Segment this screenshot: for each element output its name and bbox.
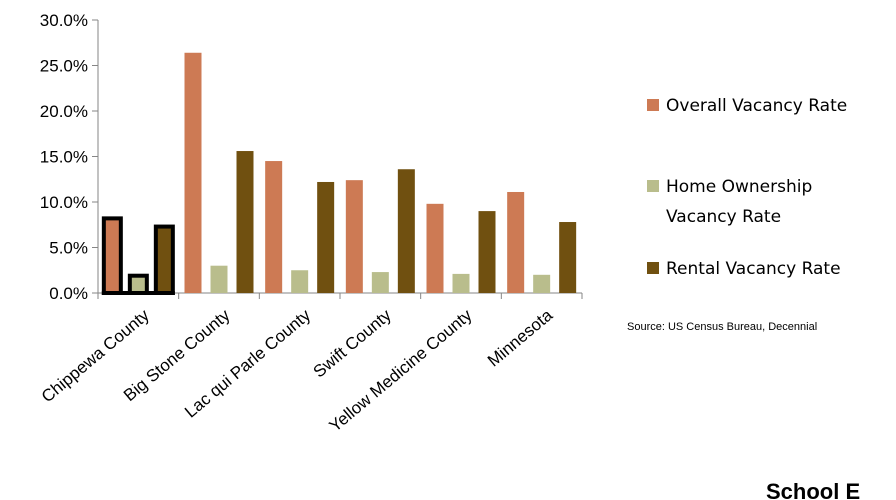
y-axis-ticks: 0.0% 5.0% 10.0% 15.0% 20.0% 25.0% 30.0% [40,11,98,303]
bar-yellow-medicine-county-ownership [452,273,470,293]
bar-chippewa-county-ownership [127,273,149,295]
x-category-label: Yellow Medicine County [326,305,476,435]
bar-lac-qui-parle-county-ownership [291,270,309,293]
bar-minnesota-overall [507,191,525,293]
bar-lac-qui-parle-county-rental [317,181,335,293]
bar-yellow-medicine-county-overall [426,203,444,293]
x-category-label: Minnesota [484,305,557,370]
bar-yellow-medicine-county-rental [478,211,496,293]
legend: Overall Vacancy Rate Home Ownership Vaca… [647,96,847,279]
bar-minnesota-rental [559,222,577,293]
legend-swatch-overall [647,99,659,111]
bar-chippewa-county-overall [101,216,123,296]
y-tick-label: 0.0% [49,284,88,303]
legend-label-ownership-line2: Vacancy Rate [666,207,781,227]
legend-swatch-ownership [647,180,659,192]
source-note: Source: US Census Bureau, Decennial [627,321,817,333]
legend-label-ownership-line1: Home Ownership [666,177,812,197]
bar-big-stone-county-ownership [210,265,228,293]
bar-chippewa-county-rental [153,224,175,296]
bar-big-stone-county-rental [236,151,254,293]
y-tick-label: 10.0% [40,193,88,212]
cropped-heading: School E [766,479,860,500]
bar-lac-qui-parle-county-overall [265,161,283,293]
bar-swift-county-ownership [371,272,389,293]
legend-swatch-rental [647,262,659,274]
bar-big-stone-county-overall [184,52,202,294]
legend-label-overall: Overall Vacancy Rate [666,96,847,116]
y-tick-label: 20.0% [40,102,88,121]
y-tick-label: 30.0% [40,11,88,30]
y-tick-label: 25.0% [40,57,88,76]
bar-swift-county-overall [345,180,363,293]
y-tick-label: 15.0% [40,148,88,167]
x-category-label: Swift County [310,305,396,381]
bar-swift-county-rental [397,169,415,293]
y-tick-label: 5.0% [49,239,88,258]
legend-label-rental: Rental Vacancy Rate [666,259,841,279]
bar-minnesota-ownership [533,274,551,293]
chart-bars [101,52,577,296]
